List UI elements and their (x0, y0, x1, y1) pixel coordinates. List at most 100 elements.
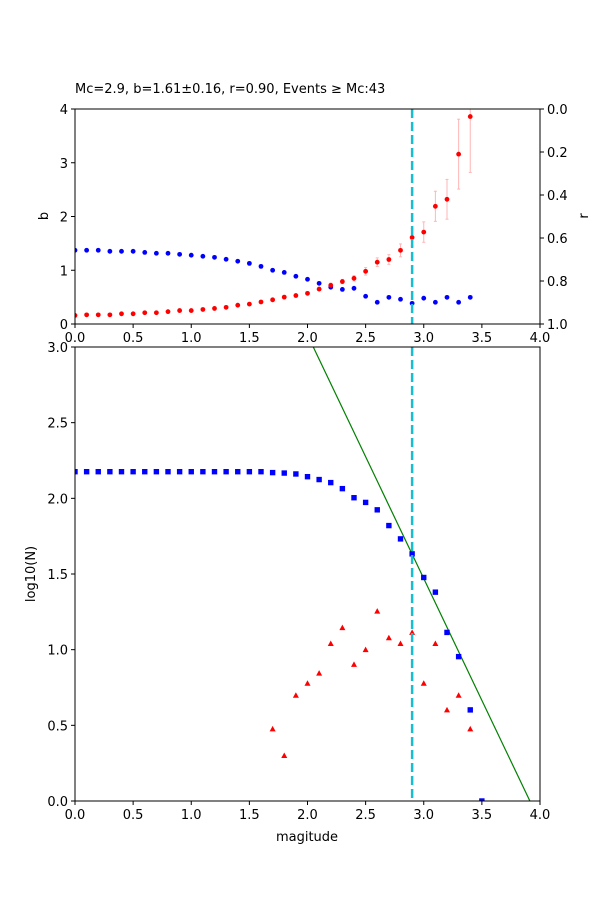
b-point (281, 294, 287, 300)
r-point (258, 263, 264, 269)
r-point (107, 248, 113, 254)
bot-y-tick-label: 2.0 (47, 492, 68, 507)
b-point (223, 304, 229, 310)
r-point (223, 256, 229, 262)
r-point (95, 247, 101, 253)
non-cumulative-point (327, 640, 334, 646)
cumulative-point (83, 468, 90, 475)
top-y-right-tick-label: 0.4 (547, 189, 568, 204)
r-point (386, 294, 392, 300)
b-point (328, 282, 334, 288)
non-cumulative-point (362, 646, 369, 653)
bot-y-tick-label: 1.0 (47, 644, 68, 659)
r-point (177, 251, 183, 257)
top-chart-title: Mc=2.9, b=1.61±0.16, r=0.90, Events ≥ Mc… (75, 82, 385, 97)
bot-y-tick-label: 2.5 (47, 417, 68, 432)
top-y-tick-label: 4 (60, 103, 68, 118)
r-point (130, 248, 136, 254)
top-y-right-tick-label: 0.0 (547, 103, 568, 118)
r-point (84, 247, 90, 253)
top-y-label: b (37, 212, 52, 220)
cumulative-point (246, 468, 253, 475)
b-point (270, 297, 276, 303)
bot-x-tick-label: 3.5 (472, 808, 493, 823)
top-y-tick-label: 3 (60, 157, 68, 172)
b-point (398, 247, 403, 253)
bot-plot-area (75, 347, 531, 801)
cumulative-point (269, 469, 276, 476)
cumulative-point (467, 707, 473, 713)
bot-x-tick-label: 3.0 (413, 808, 434, 823)
cumulative-point (223, 468, 229, 475)
cumulative-point (176, 468, 183, 475)
b-point (444, 196, 450, 202)
cumulative-point (455, 653, 462, 660)
b-point (316, 286, 322, 292)
non-cumulative-point (397, 640, 404, 646)
b-point (165, 309, 171, 315)
b-point (293, 293, 299, 298)
bot-y-tick-label: 1.5 (47, 568, 68, 583)
r-point (456, 299, 462, 305)
cumulative-point (362, 499, 369, 506)
r-point (363, 293, 369, 299)
r-point (119, 248, 124, 254)
b-point (374, 259, 380, 265)
b-point (409, 235, 415, 240)
cumulative-point (281, 470, 287, 476)
cumulative-point (339, 485, 346, 492)
cumulative-point (293, 471, 299, 477)
non-cumulative-point (432, 640, 439, 646)
non-cumulative-point (269, 725, 276, 732)
non-cumulative-point (385, 634, 392, 641)
bot-x-tick-label: 0.5 (123, 808, 144, 823)
b-point (363, 268, 369, 274)
r-point (281, 270, 287, 275)
non-cumulative-point (444, 706, 450, 713)
b-point (305, 290, 310, 296)
cumulative-point (153, 468, 160, 475)
top-plot-area (75, 109, 473, 324)
cumulative-point (397, 536, 404, 542)
b-point (351, 275, 357, 281)
cumulative-point (75, 468, 78, 475)
bot-x-tick-label: 0.0 (65, 808, 86, 823)
cumulative-point (130, 468, 136, 475)
cumulative-point (258, 468, 264, 475)
top-x-tick-label: 1.5 (239, 331, 260, 346)
cumulative-point (374, 507, 380, 513)
bot-x-tick-label: 4.0 (530, 808, 551, 823)
top-x-tick-label: 3.5 (472, 331, 493, 346)
cumulative-point (200, 468, 206, 475)
r-point (305, 276, 310, 282)
top-y-right-tick-label: 0.2 (547, 146, 568, 161)
non-cumulative-point (420, 680, 427, 686)
cumulative-point (118, 468, 125, 475)
cumulative-point (211, 468, 218, 475)
b-point (119, 311, 124, 317)
b-point (421, 229, 427, 235)
b-point (130, 311, 136, 317)
cumulative-point (304, 473, 311, 480)
r-point (188, 252, 194, 258)
r-point (165, 250, 171, 256)
r-point (374, 299, 380, 305)
bot-x-tick-label: 2.0 (297, 808, 318, 823)
cumulative-point (386, 522, 392, 529)
r-point (467, 294, 473, 300)
cumulative-point (188, 468, 194, 475)
top-x-tick-label: 4.0 (530, 331, 551, 346)
b-point (95, 312, 101, 318)
cumulative-point (235, 468, 241, 475)
top-y-tick-label: 2 (60, 211, 68, 226)
top-x-tick-label: 2.5 (355, 331, 376, 346)
bottom-y-label: log10(N) (24, 546, 39, 602)
r-point (421, 295, 427, 301)
top-y-tick-label: 0 (60, 318, 68, 333)
gr-fit-line (312, 347, 531, 801)
b-point (75, 313, 78, 318)
b-point (467, 114, 473, 119)
bot-x-tick-label: 2.5 (355, 808, 376, 823)
b-point (235, 302, 241, 308)
top-x-tick-label: 0.0 (65, 331, 86, 346)
